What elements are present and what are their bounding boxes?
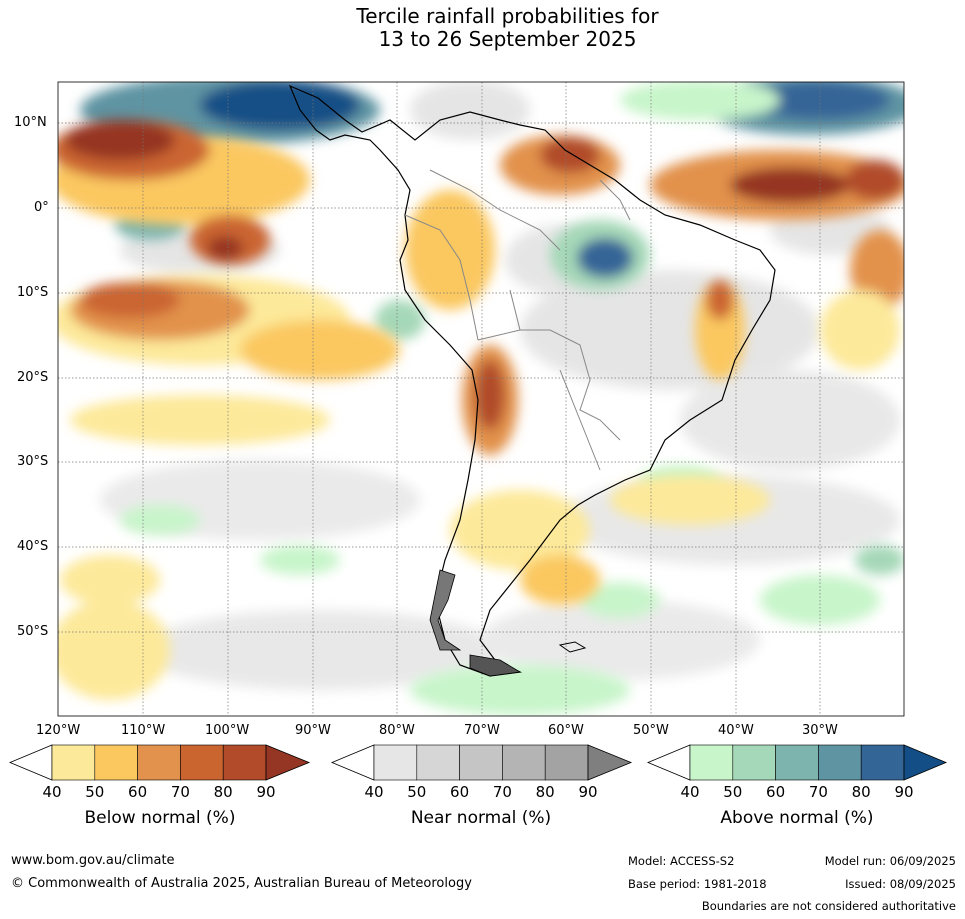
lon-label: 60°W bbox=[548, 723, 584, 738]
model-run: Model run: 06/09/2025 bbox=[824, 854, 956, 868]
lat-label: 10°S bbox=[17, 285, 49, 300]
colorbar-swatch bbox=[137, 744, 181, 781]
title-line-1: Tercile rainfall probabilities for bbox=[356, 4, 659, 28]
colorbar-tick-label: 80 bbox=[535, 783, 555, 801]
colorbar-swatch bbox=[544, 744, 589, 781]
lon-label: 120°W bbox=[36, 723, 81, 738]
colorbar-near-title: Near normal (%) bbox=[410, 808, 552, 828]
model-name: Model: ACCESS-S2 bbox=[628, 854, 735, 868]
lon-label: 110°W bbox=[121, 723, 166, 738]
colorbar-under-arrow bbox=[8, 744, 53, 781]
colorbar-swatch bbox=[775, 744, 819, 781]
colorbar-under-arrow bbox=[646, 744, 691, 781]
colorbar-tick-label: 40 bbox=[680, 783, 700, 801]
source-url: www.bom.gov.au/climate bbox=[11, 853, 175, 868]
issued-date: Issued: 08/09/2025 bbox=[845, 877, 956, 891]
colorbar-tick-label: 90 bbox=[894, 783, 914, 801]
colorbar-swatch bbox=[732, 744, 776, 781]
colorbar-over-arrow bbox=[903, 744, 948, 781]
colorbar-swatch bbox=[180, 744, 224, 781]
base-period: Base period: 1981-2018 bbox=[628, 877, 767, 891]
lon-label: 100°W bbox=[205, 723, 250, 738]
colorbar-swatch bbox=[373, 744, 418, 781]
colorbar-tick-label: 50 bbox=[85, 783, 105, 801]
probability-shading bbox=[58, 82, 904, 716]
copyright: © Commonwealth of Australia 2025, Austra… bbox=[11, 876, 472, 891]
south-america-coastline bbox=[288, 84, 776, 677]
graticule bbox=[58, 82, 904, 716]
colorbar-swatch bbox=[222, 744, 267, 781]
lon-label: 40°W bbox=[718, 723, 754, 738]
colorbar-over-arrow bbox=[587, 744, 633, 781]
colorbar-swatch bbox=[416, 744, 460, 781]
colorbar-over-arrow bbox=[265, 744, 311, 781]
colorbar-tick-label: 60 bbox=[766, 783, 786, 801]
colorbar-above bbox=[646, 744, 948, 781]
lon-label: 90°W bbox=[295, 723, 331, 738]
colorbar-tick-label: 60 bbox=[450, 783, 470, 801]
colorbar-swatch bbox=[94, 744, 138, 781]
colorbar-tick-label: 80 bbox=[851, 783, 871, 801]
colorbar-near bbox=[330, 744, 633, 781]
colorbar-tick-label: 50 bbox=[723, 783, 743, 801]
colorbar-tick-label: 50 bbox=[407, 783, 427, 801]
colorbar-swatch bbox=[459, 744, 503, 781]
colorbar-below bbox=[8, 744, 311, 781]
colorbar-tick-label: 40 bbox=[364, 783, 384, 801]
colorbar-swatch bbox=[818, 744, 862, 781]
lat-label: 50°S bbox=[17, 624, 49, 639]
colorbar-tick-label: 60 bbox=[128, 783, 148, 801]
lon-label: 80°W bbox=[379, 723, 415, 738]
colorbar-tick-label: 90 bbox=[256, 783, 276, 801]
colorbar-tick-label: 90 bbox=[578, 783, 598, 801]
lon-label: 50°W bbox=[633, 723, 669, 738]
lat-label: 10°N bbox=[14, 115, 47, 130]
lat-label: 20°S bbox=[17, 370, 49, 385]
lat-label: 30°S bbox=[17, 454, 49, 469]
lat-label: 40°S bbox=[17, 539, 49, 554]
colorbar-above-title: Above normal (%) bbox=[720, 808, 874, 828]
colorbar-tick-label: 70 bbox=[492, 783, 512, 801]
lon-label: 70°W bbox=[464, 723, 500, 738]
colorbar-tick-label: 80 bbox=[213, 783, 233, 801]
title-line-2: 13 to 26 September 2025 bbox=[378, 27, 637, 51]
colorbar-under-arrow bbox=[330, 744, 375, 781]
colorbar-swatch bbox=[502, 744, 546, 781]
colorbar-swatch bbox=[860, 744, 905, 781]
colorbar-swatch bbox=[51, 744, 96, 781]
colorbar-tick-label: 70 bbox=[808, 783, 828, 801]
colorbar-tick-label: 40 bbox=[42, 783, 62, 801]
colorbar-below-title: Below normal (%) bbox=[84, 808, 236, 828]
lat-label: 0° bbox=[34, 200, 49, 215]
colorbar-tick-label: 70 bbox=[170, 783, 190, 801]
colorbar-swatch bbox=[689, 744, 734, 781]
boundary-disclaimer: Boundaries are not considered authoritat… bbox=[701, 899, 956, 913]
lon-label: 30°W bbox=[802, 723, 838, 738]
